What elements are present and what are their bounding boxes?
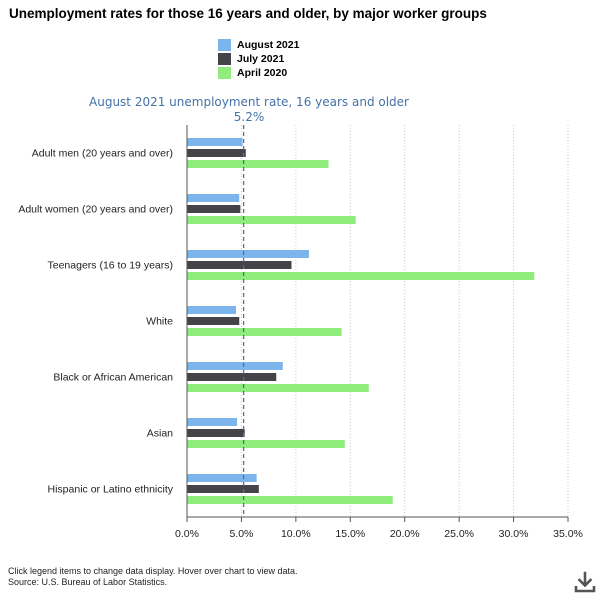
- category-label: Adult women (20 years and over): [18, 204, 173, 216]
- bar[interactable]: [187, 205, 241, 213]
- bar[interactable]: [187, 138, 243, 146]
- bar[interactable]: [187, 429, 245, 437]
- legend-swatch: [218, 67, 231, 79]
- bar[interactable]: [187, 440, 345, 448]
- legend-label: April 2020: [237, 67, 288, 79]
- bar[interactable]: [187, 485, 259, 493]
- category-label: Hispanic or Latino ethnicity: [48, 484, 174, 496]
- reference-line-value: 5.2%: [234, 110, 265, 124]
- bar[interactable]: [187, 250, 309, 258]
- category-label: Teenagers (16 to 19 years): [48, 260, 174, 272]
- chart-legend: August 2021 July 2021 April 2020: [218, 38, 299, 80]
- x-tick-label: 35.0%: [553, 528, 583, 540]
- bar[interactable]: [187, 194, 240, 202]
- bar[interactable]: [187, 272, 535, 280]
- download-icon[interactable]: [573, 570, 597, 594]
- legend-item-august-2021[interactable]: August 2021: [218, 38, 299, 52]
- bar-chart[interactable]: Adult men (20 years and over) Adult women…: [0, 0, 608, 560]
- bar[interactable]: [187, 474, 257, 482]
- category-label: White: [146, 316, 173, 328]
- x-tick-label: 15.0%: [335, 528, 365, 540]
- x-tick-label: 25.0%: [444, 528, 474, 540]
- reference-line-label: August 2021 unemployment rate, 16 years …: [89, 95, 409, 109]
- legend-item-april-2020[interactable]: April 2020: [218, 66, 299, 80]
- chart-title: Unemployment rates for those 16 years an…: [9, 6, 487, 21]
- footer-source: Source: U.S. Bureau of Labor Statistics.: [8, 577, 168, 587]
- legend-label: July 2021: [237, 53, 285, 65]
- bar[interactable]: [187, 317, 240, 325]
- bar[interactable]: [187, 373, 277, 381]
- category-label: Black or African American: [53, 372, 173, 384]
- x-tick-label: 30.0%: [499, 528, 529, 540]
- category-label: Asian: [147, 428, 173, 440]
- x-tick-label: 5.0%: [229, 528, 253, 540]
- bar[interactable]: [187, 149, 246, 157]
- category-label: Adult men (20 years and over): [32, 148, 173, 160]
- legend-swatch: [218, 39, 231, 51]
- footer-note: Click legend items to change data displa…: [8, 566, 298, 576]
- legend-item-july-2021[interactable]: July 2021: [218, 52, 299, 66]
- bar[interactable]: [187, 418, 238, 426]
- bar[interactable]: [187, 216, 356, 224]
- x-tick-label: 20.0%: [390, 528, 420, 540]
- legend-label: August 2021: [237, 39, 300, 51]
- legend-swatch: [218, 53, 231, 65]
- x-tick-label: 0.0%: [175, 528, 199, 540]
- x-tick-label: 10.0%: [281, 528, 311, 540]
- bar[interactable]: [187, 306, 236, 314]
- bar[interactable]: [187, 384, 369, 392]
- bar[interactable]: [187, 261, 292, 269]
- bar[interactable]: [187, 160, 329, 168]
- bar[interactable]: [187, 328, 342, 336]
- chart-footer: Click legend items to change data displa…: [8, 566, 297, 588]
- bar[interactable]: [187, 362, 283, 370]
- bar[interactable]: [187, 496, 393, 504]
